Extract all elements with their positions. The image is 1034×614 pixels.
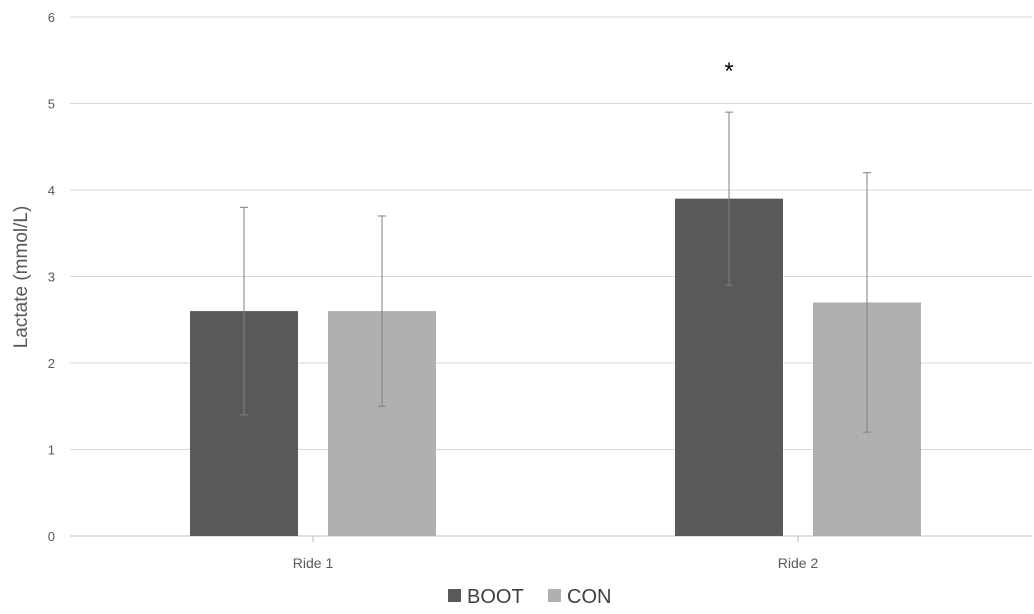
annotations: * bbox=[724, 58, 733, 85]
y-tick-label: 0 bbox=[48, 529, 55, 544]
x-category-label: Ride 1 bbox=[293, 555, 334, 571]
x-axis-categories: Ride 1 Ride 2 bbox=[293, 536, 819, 571]
legend: BOOT CON bbox=[448, 586, 611, 608]
y-tick-label: 5 bbox=[48, 97, 55, 112]
legend-swatch-con bbox=[548, 589, 561, 602]
y-tick-label: 6 bbox=[48, 10, 55, 25]
y-axis-ticks: 0 1 2 3 4 5 6 bbox=[48, 10, 55, 544]
legend-label-con: CON bbox=[567, 586, 611, 608]
legend-label-boot: BOOT bbox=[467, 586, 524, 608]
y-tick-label: 2 bbox=[48, 356, 55, 371]
significance-marker: * bbox=[724, 58, 733, 85]
x-category-label: Ride 2 bbox=[778, 555, 819, 571]
y-tick-label: 1 bbox=[48, 443, 55, 458]
bars bbox=[190, 198, 921, 536]
y-axis-title: Lactate (mmol/L) bbox=[11, 206, 32, 349]
y-tick-label: 3 bbox=[48, 270, 55, 285]
y-tick-label: 4 bbox=[48, 183, 55, 198]
legend-swatch-boot bbox=[448, 589, 461, 602]
error-bars bbox=[240, 111, 871, 433]
